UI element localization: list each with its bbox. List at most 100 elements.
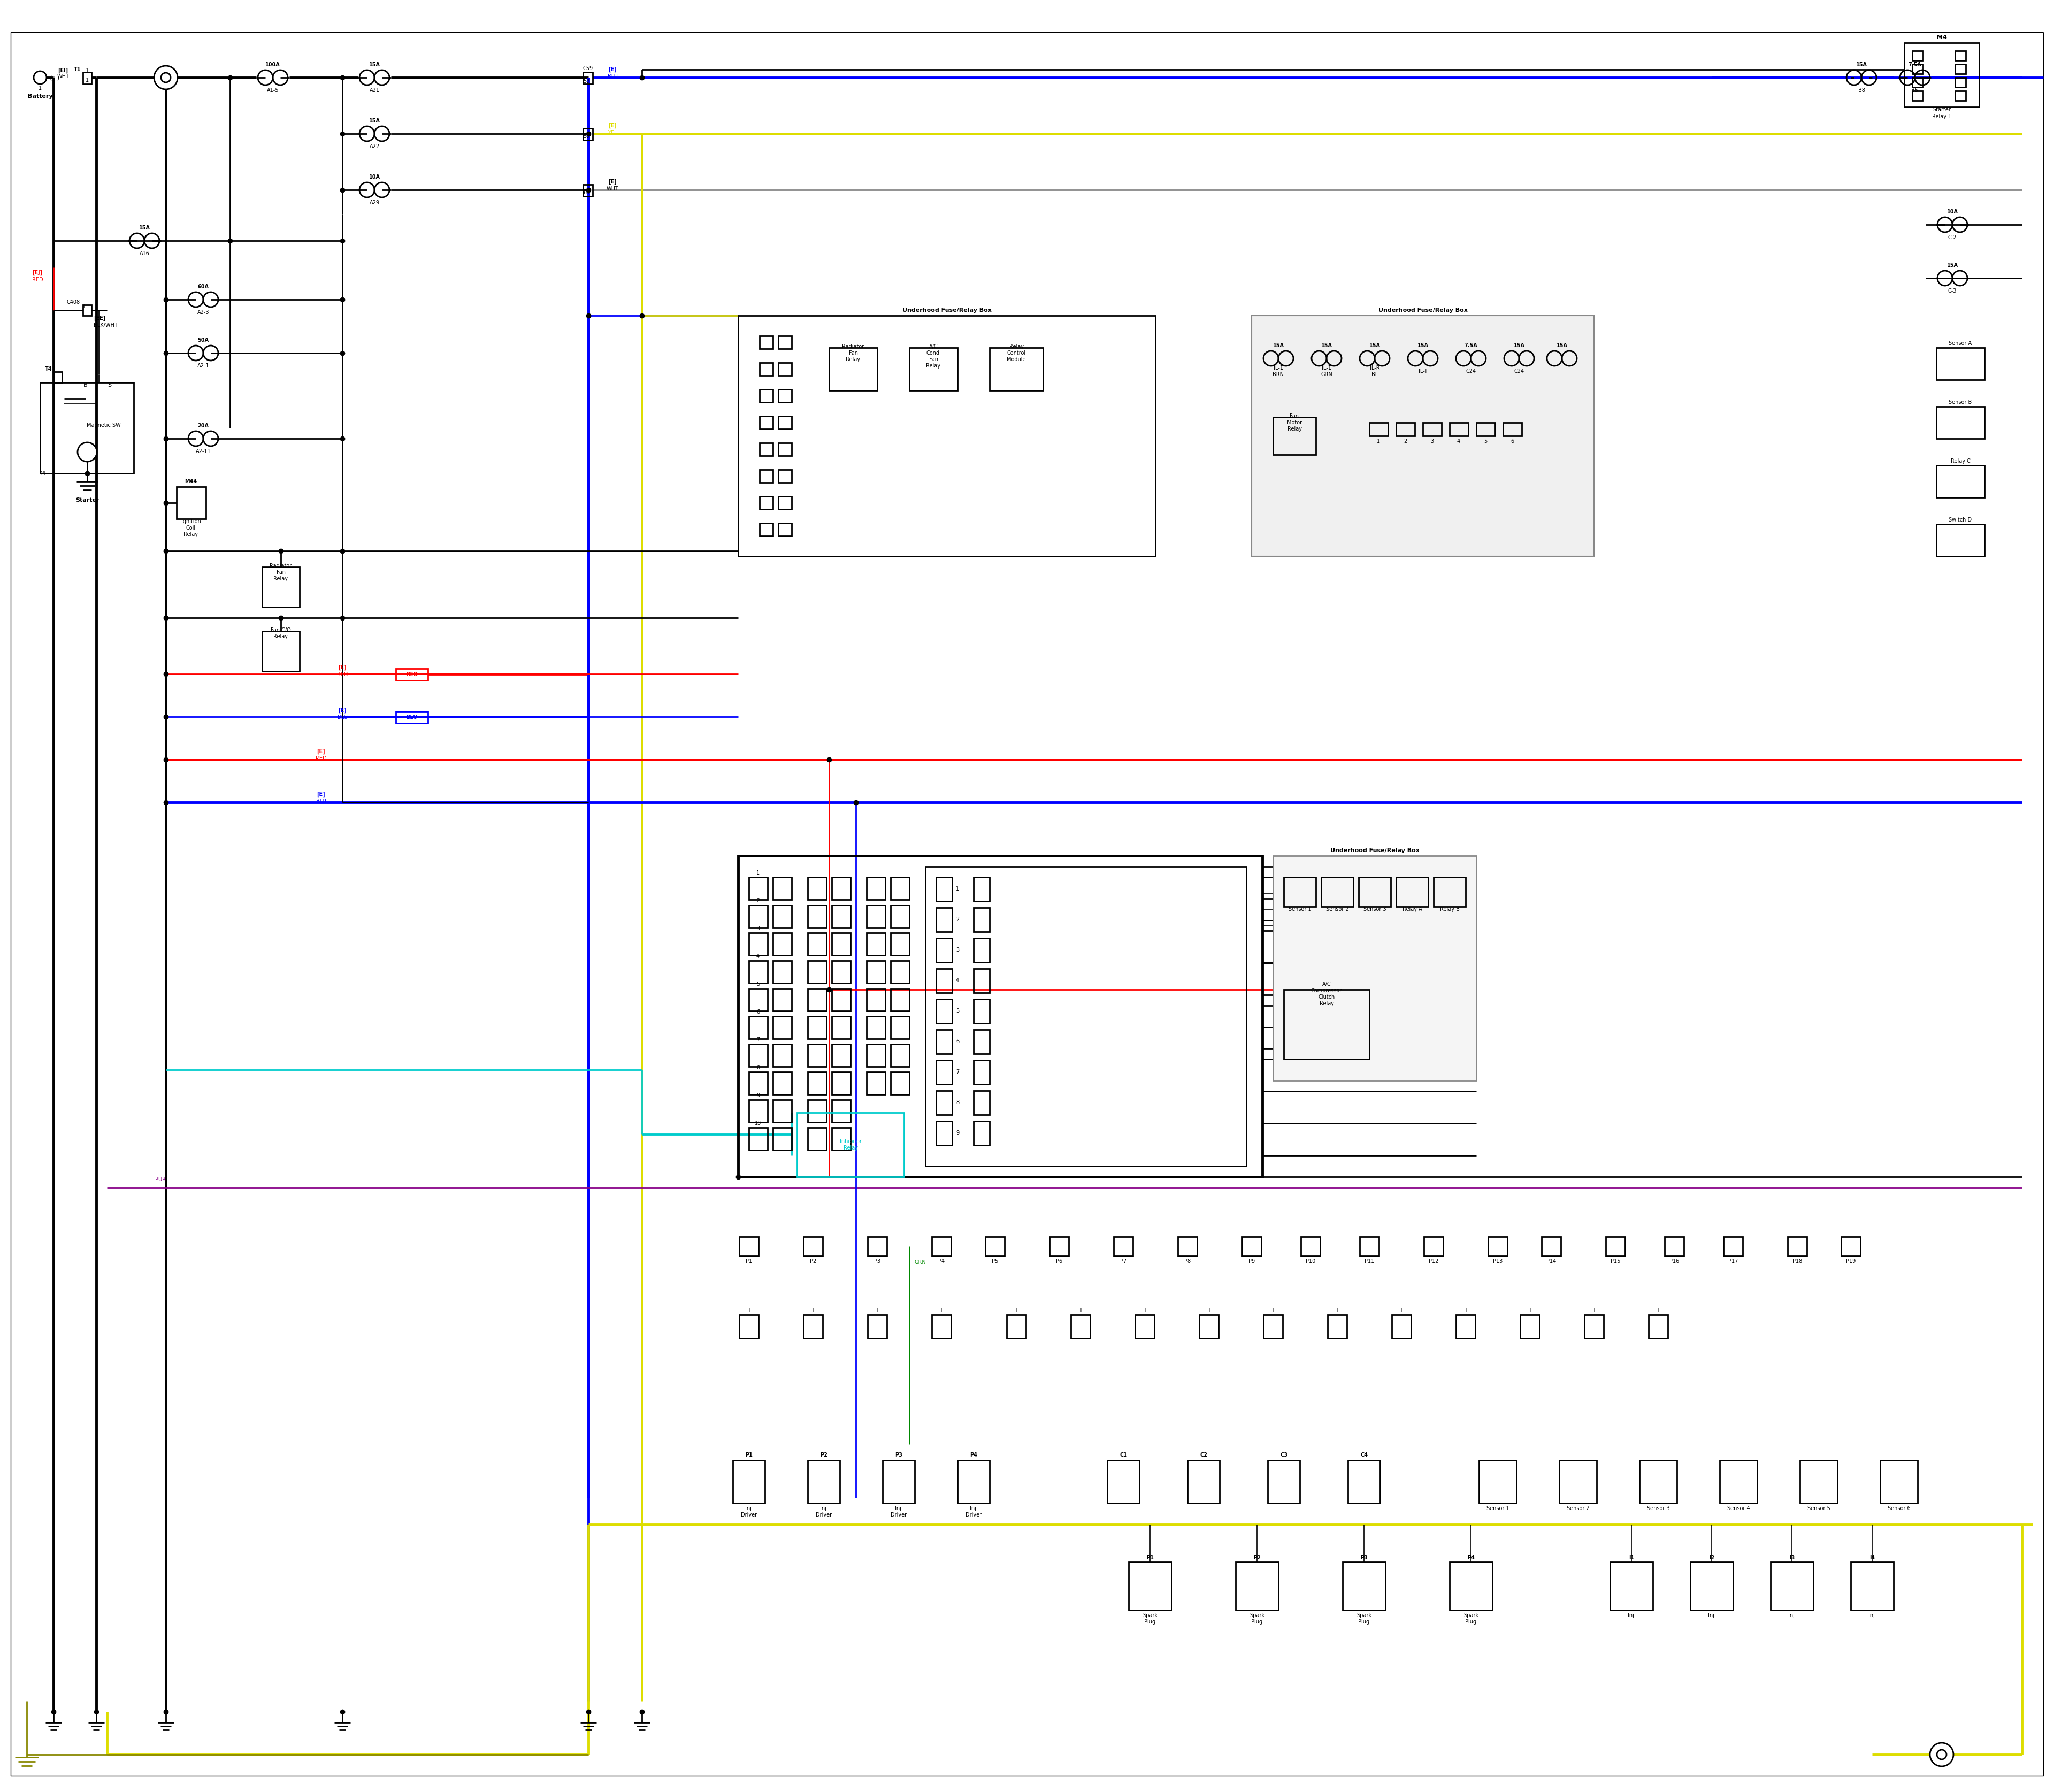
- Bar: [1912, 91, 1923, 100]
- Bar: [891, 878, 910, 900]
- Text: 1: 1: [955, 887, 959, 892]
- Text: Inj.: Inj.: [820, 1505, 828, 1511]
- Text: P4: P4: [969, 1452, 978, 1457]
- Bar: [807, 905, 826, 928]
- Bar: [760, 470, 772, 482]
- Text: 4: 4: [756, 953, 760, 959]
- Bar: [772, 1045, 791, 1066]
- Text: P11: P11: [1364, 1258, 1374, 1263]
- Text: 7: 7: [756, 1038, 760, 1043]
- Bar: [1070, 1315, 1091, 1339]
- Text: GRN: GRN: [914, 1260, 926, 1265]
- Text: P3: P3: [1360, 1555, 1368, 1561]
- Bar: [937, 1122, 953, 1145]
- Text: P16: P16: [1670, 1258, 1678, 1263]
- Text: 4: 4: [1456, 439, 1460, 444]
- Bar: [1450, 1563, 1493, 1611]
- Text: 5: 5: [756, 982, 760, 987]
- Bar: [772, 961, 791, 984]
- Text: C2: C2: [1200, 1452, 1208, 1457]
- Bar: [974, 909, 990, 932]
- Text: [E]: [E]: [608, 124, 616, 129]
- Text: M: M: [41, 471, 45, 477]
- Bar: [760, 496, 772, 509]
- Text: Inhibitor
Relay: Inhibitor Relay: [840, 1140, 861, 1150]
- Text: P1: P1: [1146, 1555, 1154, 1561]
- Bar: [832, 934, 850, 955]
- Bar: [974, 1030, 990, 1054]
- Text: 100A: 100A: [265, 63, 279, 68]
- Text: T: T: [1078, 1308, 1082, 1314]
- Text: Driver: Driver: [891, 1512, 906, 1518]
- Text: 1: 1: [1376, 439, 1380, 444]
- Bar: [807, 1016, 826, 1039]
- Text: Sensor 2: Sensor 2: [1567, 1505, 1590, 1511]
- Text: [E]: [E]: [316, 792, 325, 797]
- Text: 2: 2: [1403, 439, 1407, 444]
- Text: 59: 59: [583, 134, 589, 140]
- Bar: [750, 1100, 768, 1122]
- Bar: [1912, 65, 1923, 73]
- Text: 5: 5: [955, 1009, 959, 1014]
- Bar: [1423, 423, 1442, 435]
- Bar: [1237, 1563, 1278, 1611]
- Text: BLK/WHT: BLK/WHT: [94, 323, 117, 328]
- Text: Inj.: Inj.: [1787, 1613, 1795, 1618]
- Text: P5: P5: [992, 1258, 998, 1263]
- Text: Ignition: Ignition: [181, 520, 201, 525]
- Bar: [1360, 1236, 1378, 1256]
- Text: T: T: [811, 1308, 815, 1314]
- Text: Underhood Fuse/Relay Box: Underhood Fuse/Relay Box: [1331, 848, 1419, 853]
- Text: P10: P10: [1306, 1258, 1315, 1263]
- Text: Sensor 2: Sensor 2: [1325, 907, 1349, 912]
- Bar: [933, 1236, 951, 1256]
- Text: BLU: BLU: [608, 73, 618, 79]
- Text: Inj.: Inj.: [1707, 1613, 1715, 1618]
- Bar: [974, 878, 990, 901]
- Text: 3: 3: [756, 926, 760, 932]
- Text: 2: 2: [756, 898, 760, 903]
- Text: M: M: [84, 450, 90, 455]
- Bar: [807, 1045, 826, 1066]
- Text: Coil: Coil: [187, 525, 195, 530]
- Text: P19: P19: [1847, 1258, 1855, 1263]
- Text: Relay 1: Relay 1: [1933, 115, 1951, 120]
- Text: 6: 6: [955, 1039, 959, 1045]
- Bar: [760, 416, 772, 428]
- Bar: [1912, 77, 1923, 88]
- Text: Relay A: Relay A: [1403, 907, 1421, 912]
- Text: P3: P3: [896, 1452, 902, 1457]
- Bar: [1937, 407, 1984, 439]
- Bar: [750, 1016, 768, 1039]
- Text: T1: T1: [74, 66, 80, 72]
- Bar: [739, 1236, 758, 1256]
- Text: 10: 10: [754, 1120, 762, 1125]
- Text: 15A: 15A: [370, 118, 380, 124]
- Text: Sensor B: Sensor B: [1949, 400, 1972, 405]
- Bar: [772, 1100, 791, 1122]
- Bar: [396, 668, 427, 681]
- Text: 1: 1: [82, 305, 86, 310]
- Bar: [1327, 1315, 1347, 1339]
- Bar: [41, 382, 134, 473]
- Text: I3: I3: [1789, 1555, 1795, 1561]
- Bar: [737, 315, 1154, 556]
- Bar: [177, 487, 205, 520]
- Bar: [772, 1127, 791, 1150]
- Text: T: T: [1528, 1308, 1532, 1314]
- Text: C3: C3: [1280, 1452, 1288, 1457]
- Bar: [737, 857, 1263, 1177]
- Text: Plug: Plug: [1358, 1620, 1370, 1625]
- Text: P15: P15: [1610, 1258, 1621, 1263]
- Text: Sensor 6: Sensor 6: [1888, 1505, 1910, 1511]
- Text: 5: 5: [1483, 439, 1487, 444]
- Bar: [1450, 423, 1469, 435]
- Text: 8: 8: [955, 1100, 959, 1106]
- Text: Cond.: Cond.: [926, 351, 941, 357]
- Text: Inj.: Inj.: [969, 1505, 978, 1511]
- Bar: [891, 934, 910, 955]
- Text: Starter: Starter: [1933, 108, 1951, 113]
- Text: Driver: Driver: [965, 1512, 982, 1518]
- Bar: [867, 1315, 887, 1339]
- Text: [EJ]: [EJ]: [33, 271, 43, 276]
